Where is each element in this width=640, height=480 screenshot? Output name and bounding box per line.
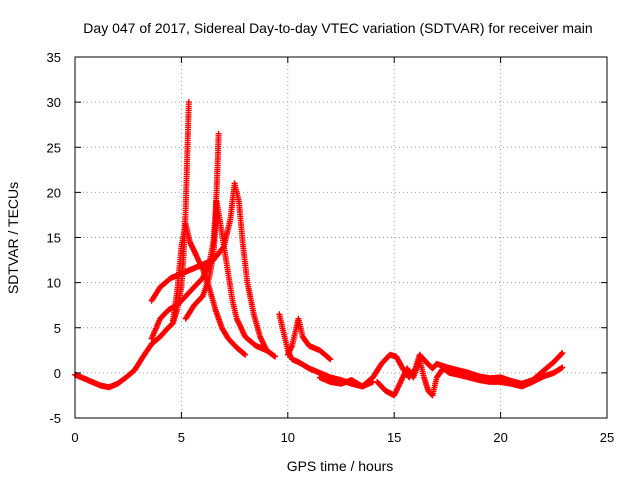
- data-point-markers: [284, 315, 334, 363]
- y-tick-label: 10: [47, 276, 61, 291]
- data-point-markers: [72, 99, 192, 391]
- grid-lines: [75, 57, 607, 418]
- data-point-markers: [182, 198, 270, 354]
- y-tick-label: -5: [49, 411, 61, 426]
- series-track-7: [284, 315, 334, 363]
- data-point-markers: [374, 356, 566, 399]
- data-point-markers: [169, 221, 249, 358]
- tick-labels: 0 5 10 15 20 25 -5 0 5 10 15 20 25 30 35: [47, 50, 615, 445]
- x-tick-label: 15: [387, 430, 401, 445]
- y-tick-label: 30: [47, 95, 61, 110]
- y-tick-label: 20: [47, 185, 61, 200]
- series-track-4: [169, 221, 249, 358]
- y-tick-label: 15: [47, 231, 61, 246]
- axis-ticks: [74, 56, 608, 419]
- x-tick-label: 5: [178, 430, 185, 445]
- y-tick-label: 35: [47, 50, 61, 65]
- x-tick-label: 0: [71, 430, 78, 445]
- y-axis-label: SDTVAR / TECUs: [5, 182, 21, 294]
- chart-title: Day 047 of 2017, Sidereal Day-to-day VTE…: [83, 20, 592, 36]
- x-tick-label: 25: [600, 430, 614, 445]
- series-track-9: [374, 356, 566, 399]
- x-tick-label: 10: [281, 430, 295, 445]
- y-tick-label: 0: [54, 366, 61, 381]
- series-track-5: [182, 198, 270, 354]
- x-tick-label: 20: [493, 430, 507, 445]
- y-tick-label: 5: [54, 321, 61, 336]
- data-points: [72, 99, 566, 399]
- x-axis-label: GPS time / hours: [287, 458, 394, 474]
- series-track-1: [72, 99, 192, 391]
- y-tick-label: 25: [47, 140, 61, 155]
